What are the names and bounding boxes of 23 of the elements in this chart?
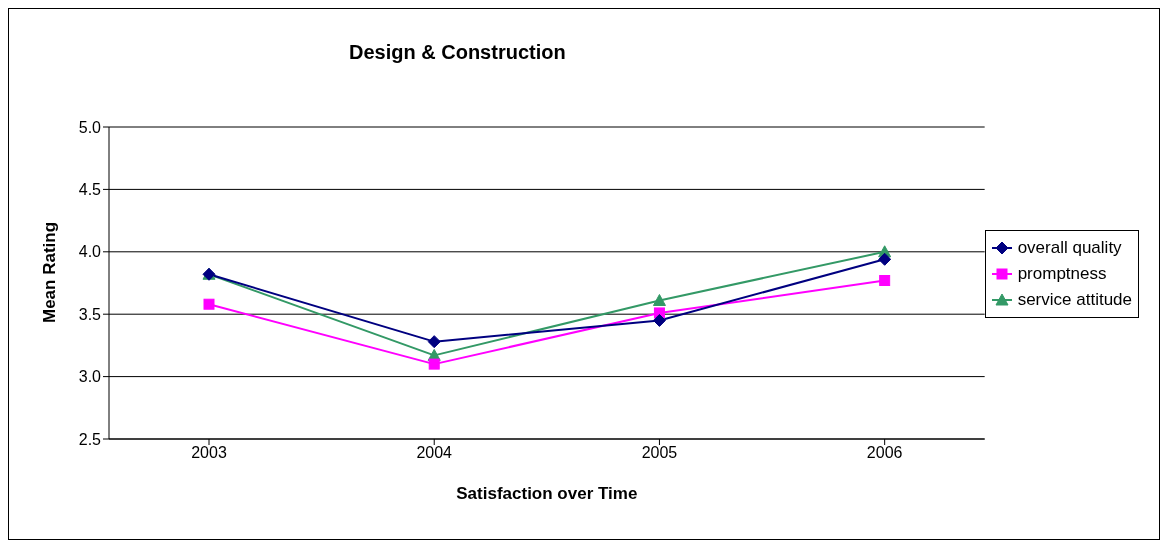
point	[878, 252, 892, 266]
x-axis-title: Satisfaction over Time	[456, 484, 638, 503]
point	[428, 358, 440, 370]
legend-label: overall quality	[1017, 237, 1122, 259]
x-tick-label: 2004	[416, 444, 453, 462]
y-tick-label: 3.5	[78, 305, 102, 323]
y-tick-label: 4.5	[78, 181, 102, 199]
y-tick-label: 2.5	[78, 430, 102, 448]
y-axis-title: Mean Rating	[40, 221, 60, 323]
x-tick-label: 2003	[191, 444, 227, 462]
y-tick-label: 3.0	[78, 368, 102, 386]
point	[427, 335, 441, 349]
point	[203, 298, 215, 310]
point	[652, 293, 666, 306]
y-tick-label: 5.0	[78, 118, 102, 136]
x-tick-label: 2005	[641, 444, 678, 462]
legend-label: service attitude	[1017, 289, 1132, 311]
chart-title: Design & Construction	[349, 41, 566, 64]
point	[652, 313, 666, 327]
y-tick-label: 4.0	[78, 243, 102, 261]
legend-label: promptness	[1017, 263, 1107, 285]
point	[879, 275, 891, 286]
x-tick-label: 2006	[866, 444, 903, 462]
